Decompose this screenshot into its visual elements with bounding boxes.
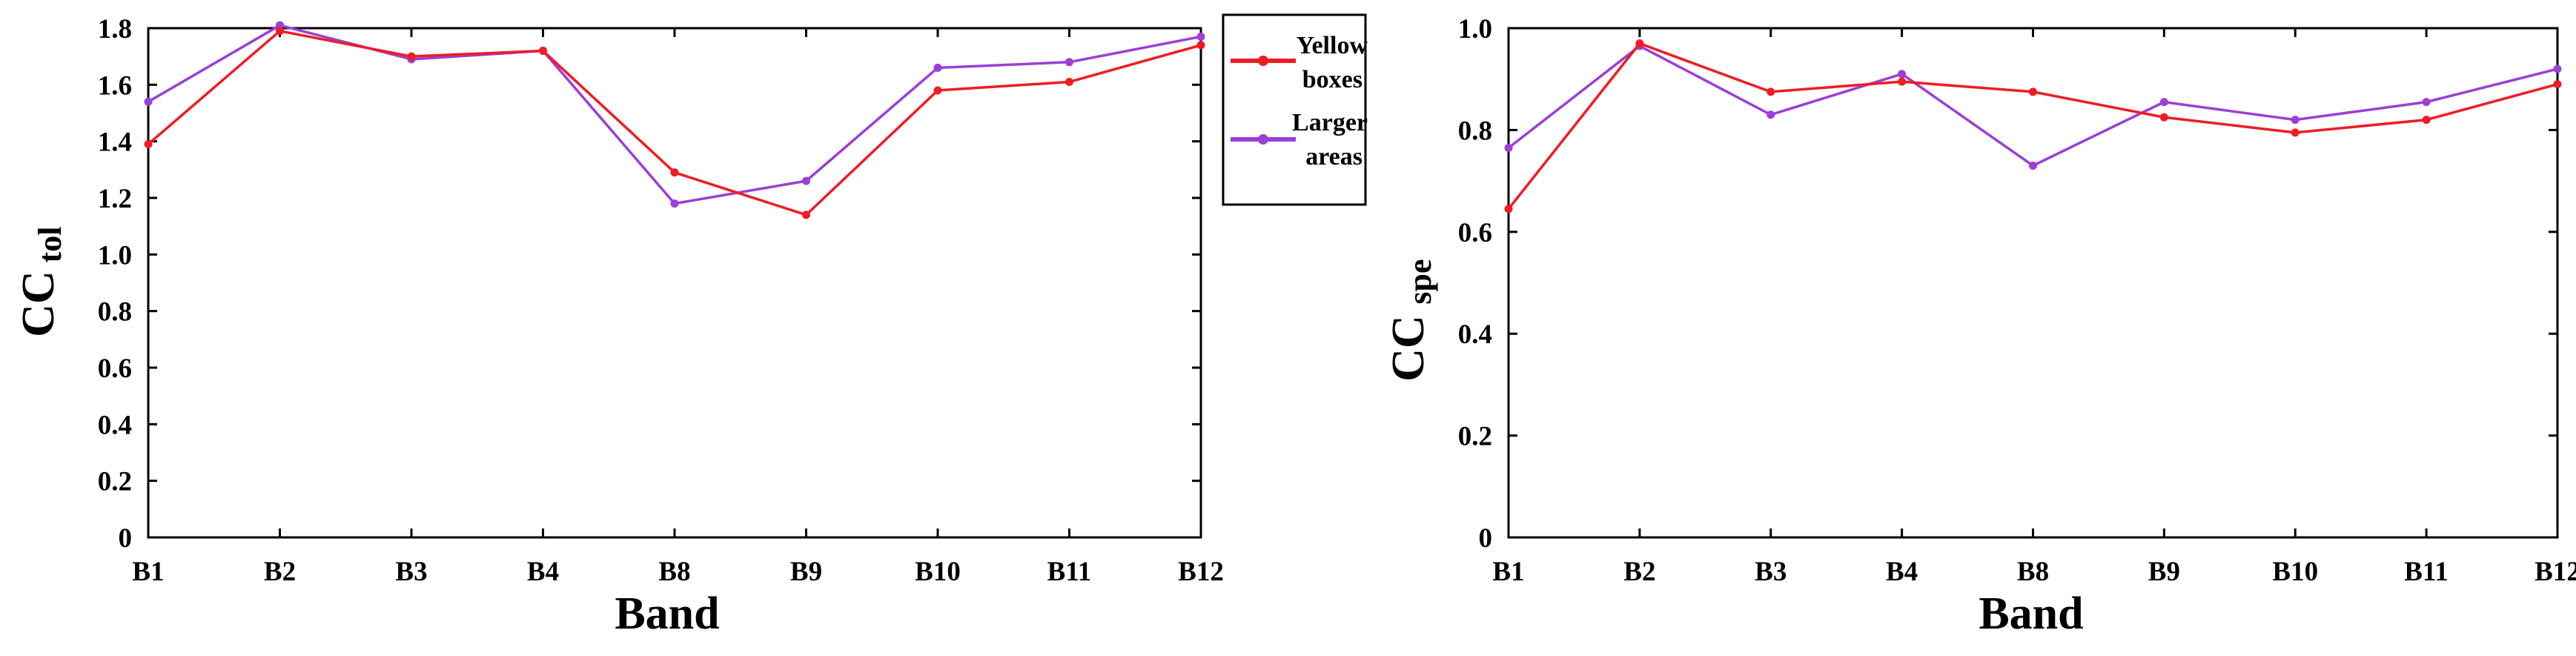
left-ytick-label: 1.8 (98, 14, 132, 44)
right-point-larger-areas (2553, 64, 2562, 73)
right-point-larger-areas (2159, 98, 2168, 107)
left-ytick-label: 1.6 (98, 70, 132, 101)
legend-label-yellow-boxes-line2: boxes (1302, 66, 1363, 93)
left-xtick-label: B12 (1178, 557, 1224, 587)
left-point-yellow-boxes (802, 211, 810, 219)
left-ytick-label: 0.8 (98, 297, 132, 328)
right-ylabel-sub: spe (1402, 259, 1438, 304)
right-series-line-larger-areas (1507, 44, 2558, 168)
left-point-yellow-boxes (670, 168, 679, 177)
legend-marker-yellow-boxes (1258, 56, 1268, 66)
left-xtick-label: B9 (790, 557, 822, 587)
right-xtick-label: B10 (2272, 557, 2318, 587)
right-point-yellow-boxes (1635, 39, 1644, 48)
right-xtick-label: B3 (1755, 557, 1787, 587)
left-xtick-label: B4 (527, 557, 559, 587)
right-xtick-label: B8 (2017, 557, 2049, 587)
left-point-larger-areas (933, 63, 942, 72)
right-point-larger-areas (2029, 161, 2037, 170)
left-point-larger-areas (670, 199, 679, 208)
left-series-line-yellow-boxes (147, 29, 1202, 216)
left-point-larger-areas (144, 97, 153, 106)
right-xtick-label: B11 (2404, 557, 2448, 587)
left-point-larger-areas (1196, 32, 1205, 41)
left-axis-frame: 0 0.2 0.4 0.6 0.8 1.0 1.2 1.4 1.6 1.8 B1 B2 B3 B4 B8 B9… (98, 14, 1224, 587)
left-point-larger-areas (802, 176, 810, 185)
right-axis-frame: 0 0.2 0.4 0.6 0.8 1.0 B1 B2 B3 B4 B8 B9 B10 B11 B12 (1458, 14, 2576, 587)
right-xtick-label: B4 (1886, 557, 1918, 587)
left-xlabel: Band (615, 589, 719, 639)
left-point-yellow-boxes (933, 86, 942, 95)
chart-cc-tol: 0 0.2 0.4 0.6 0.8 1.0 1.2 1.4 1.6 1.8 B1 B2 B3 B4 B8 B9… (13, 14, 1224, 639)
left-ytick-label: 0 (119, 523, 133, 554)
right-point-larger-areas (1767, 110, 1775, 119)
left-ytick-label: 1.4 (98, 127, 132, 158)
left-xtick-label: B10 (915, 557, 961, 587)
left-point-yellow-boxes (407, 52, 416, 61)
left-xtick-label: B3 (395, 557, 427, 587)
left-point-larger-areas (1065, 58, 1073, 67)
left-point-larger-areas (276, 21, 284, 30)
left-plot-frame (147, 27, 1202, 539)
right-ytick-label: 1.0 (1458, 14, 1492, 44)
legend-label-larger-areas-line1: Larger (1292, 109, 1368, 136)
left-point-yellow-boxes (1196, 41, 1205, 50)
right-point-larger-areas (1504, 143, 1513, 152)
right-point-yellow-boxes (2553, 80, 2562, 89)
right-xtick-label: B12 (2534, 557, 2576, 587)
right-ytick-label: 0.2 (1458, 422, 1492, 452)
right-point-yellow-boxes (2029, 87, 2037, 96)
right-point-yellow-boxes (1767, 87, 1775, 96)
right-point-yellow-boxes (1504, 205, 1513, 213)
left-xtick-label: B8 (658, 557, 690, 587)
left-series-line-larger-areas (148, 24, 1202, 205)
right-series-line-yellow-boxes (1507, 42, 2558, 210)
left-ylabel-sub: tol (32, 227, 68, 263)
legend: Yellow boxes Larger areas (1222, 13, 1368, 206)
right-xlabel: Band (1979, 589, 2083, 639)
left-ytick-label: 0.2 (98, 467, 132, 497)
right-point-larger-areas (2422, 98, 2431, 107)
left-xtick-label: B1 (132, 557, 164, 587)
right-point-yellow-boxes (2159, 113, 2168, 122)
right-ytick-label: 0.8 (1458, 116, 1492, 146)
right-ytick-label: 0 (1479, 523, 1493, 554)
legend-label-yellow-boxes-line1: Yellow (1297, 32, 1368, 59)
left-ytick-label: 0.6 (98, 354, 132, 384)
legend-box (1222, 13, 1367, 206)
right-ytick-label: 0.4 (1458, 319, 1492, 350)
left-point-yellow-boxes (1065, 78, 1073, 87)
left-point-yellow-boxes (539, 47, 547, 56)
left-point-yellow-boxes (276, 27, 284, 36)
chart-cc-spe: 0 0.2 0.4 0.6 0.8 1.0 B1 B2 B3 B4 B8 B9 B10 B11 B12 CC… (1383, 14, 2576, 639)
right-point-yellow-boxes (2291, 128, 2299, 137)
right-ylabel-main: CC (1383, 315, 1434, 382)
legend-label-larger-areas-line2: areas (1305, 143, 1363, 170)
right-xtick-label: B2 (1623, 557, 1655, 587)
left-point-yellow-boxes (144, 139, 153, 148)
left-ytick-label: 1.2 (98, 184, 132, 214)
left-xtick-label: B11 (1047, 557, 1092, 587)
left-ylabel-main: CC (13, 271, 64, 337)
right-xtick-label: B9 (2148, 557, 2180, 587)
left-xtick-label: B2 (264, 557, 296, 587)
right-point-yellow-boxes (1898, 77, 1907, 86)
left-ytick-label: 0.4 (98, 410, 132, 440)
right-ytick-label: 0.6 (1458, 218, 1492, 248)
right-xtick-label: B1 (1492, 557, 1524, 587)
right-point-yellow-boxes (2422, 116, 2431, 125)
legend-marker-larger-areas (1258, 134, 1268, 145)
right-point-larger-areas (1898, 70, 1907, 79)
left-ytick-label: 1.0 (98, 240, 132, 271)
right-point-larger-areas (2291, 116, 2299, 125)
